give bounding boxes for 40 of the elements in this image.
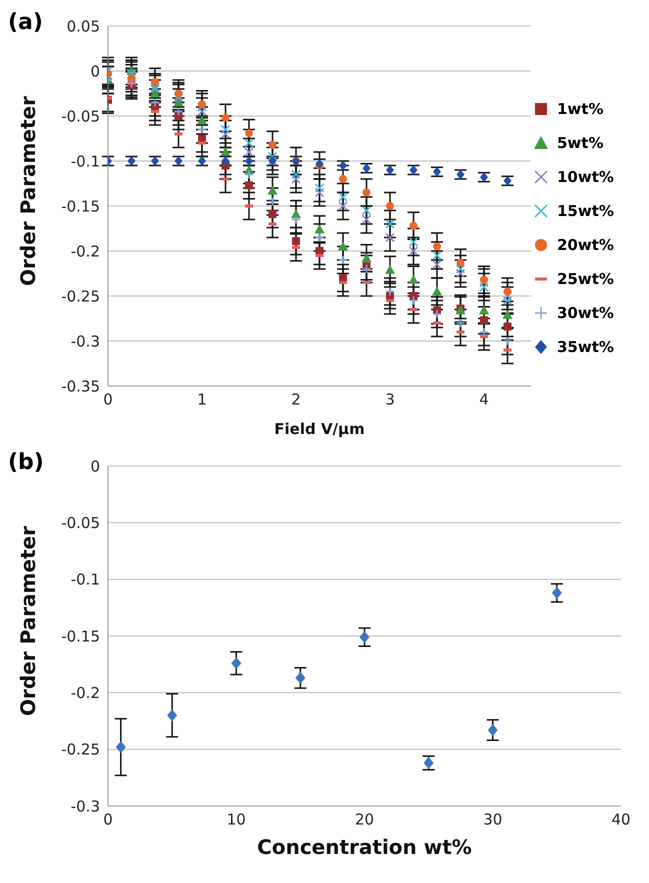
legend-label: 25wt% [557, 270, 614, 288]
legend-label: 35wt% [557, 338, 614, 356]
x-axis-title: Concentration wt% [257, 835, 472, 859]
y-tick-label: -0.1 [70, 570, 100, 589]
x-tick-label: 20 [354, 810, 374, 829]
x-tick-label: 3 [385, 390, 395, 409]
legend-label: 1wt% [557, 100, 604, 118]
y-tick-label: -0.05 [61, 514, 100, 532]
x-tick-label: 10 [226, 810, 246, 829]
legend-label: 30wt% [557, 304, 614, 322]
legend-label: 5wt% [557, 134, 604, 152]
y-tick-label: -0.25 [61, 287, 100, 306]
y-axis-title: Order Parameter [16, 96, 40, 286]
y-tick-label: -0.3 [70, 332, 100, 350]
y-tick-label: 0 [90, 457, 100, 476]
x-tick-label: 1 [197, 390, 207, 409]
y-axis-title: Order Parameter [16, 526, 40, 716]
y-tick-label: -0.35 [61, 377, 100, 396]
legend-label: 20wt% [557, 236, 614, 254]
x-axis-title: Field V/μm [274, 420, 365, 438]
legend-label: 10wt% [557, 168, 614, 186]
x-tick-label: 40 [611, 810, 631, 829]
y-tick-label: -0.1 [70, 152, 100, 170]
y-tick-label: -0.3 [70, 797, 100, 816]
y-tick-label: -0.05 [61, 107, 100, 126]
x-tick-label: 0 [103, 810, 113, 829]
y-tick-label: 0 [90, 62, 100, 80]
y-tick-label: -0.2 [70, 684, 100, 702]
x-tick-label: 4 [479, 390, 489, 409]
y-tick-label: -0.2 [70, 242, 100, 260]
x-tick-label: 2 [291, 390, 301, 409]
y-tick-label: -0.25 [61, 740, 100, 759]
x-tick-label: 0 [103, 390, 113, 409]
legend-label: 15wt% [557, 202, 614, 220]
y-tick-label: 0.05 [66, 17, 100, 36]
chart-title: (a) [8, 10, 43, 35]
x-tick-label: 30 [483, 810, 502, 829]
chart-title: (b) [8, 450, 44, 475]
y-tick-label: -0.15 [61, 197, 100, 216]
y-tick-label: -0.15 [61, 627, 100, 646]
